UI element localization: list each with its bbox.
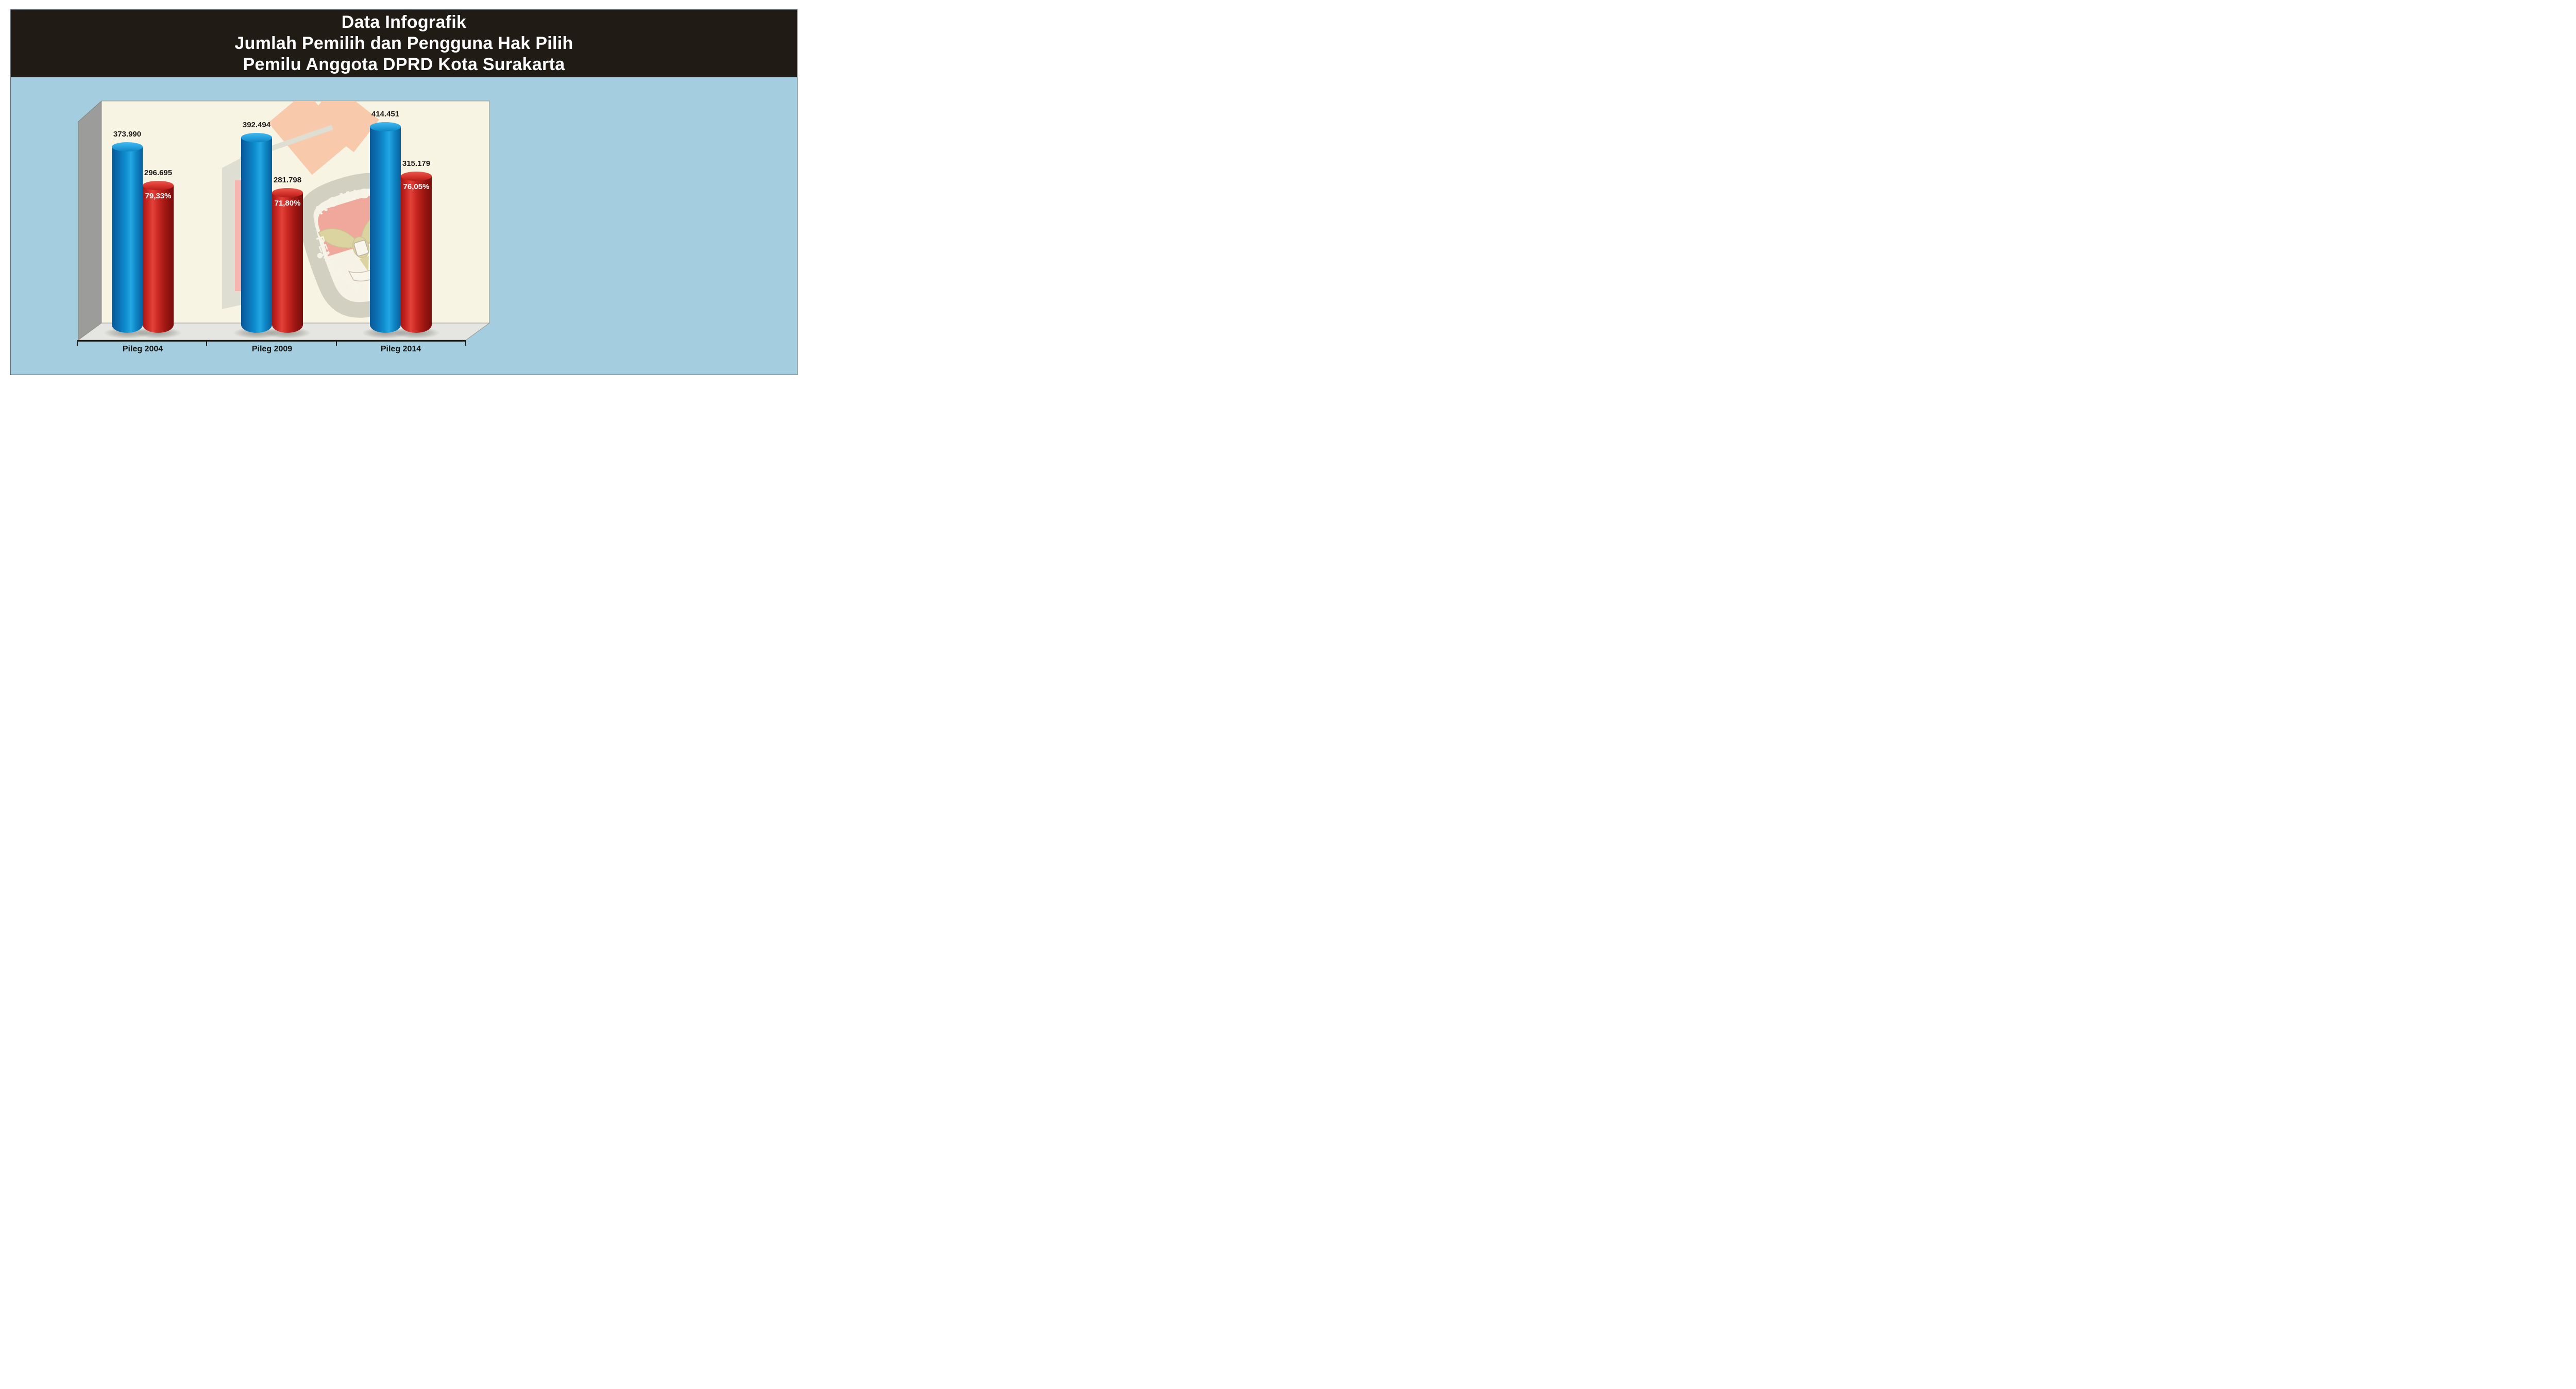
bar-jumlah-pemilih-pileg-2004	[112, 147, 143, 333]
percent-label-pengguna-hak-pilih-pileg-2014: 76,05%	[403, 182, 430, 191]
value-label-pengguna-hak-pilih-pileg-2014: 315.179	[402, 159, 431, 168]
bar-cap-pengguna-hak-pilih-pileg-2009	[272, 188, 303, 197]
percent-label-pengguna-hak-pilih-pileg-2009: 71,80%	[274, 199, 301, 208]
bar-pengguna-hak-pilih-pileg-2014	[401, 176, 432, 333]
x-axis-label-pileg-2004: Pileg 2004	[122, 345, 163, 353]
title-line-3: Pemilu Anggota DPRD Kota Surakarta	[243, 54, 565, 74]
bar-jumlah-pemilih-pileg-2009	[241, 138, 272, 333]
value-label-jumlah-pemilih-pileg-2004: 373.990	[113, 130, 142, 139]
chart-labels-layer: 373.990 392.494 414.451 296.695 79,33% 281.79…	[0, 0, 808, 385]
value-label-jumlah-pemilih-pileg-2009: 392.494	[242, 121, 271, 129]
bar-cap-jumlah-pemilih-pileg-2009	[241, 133, 272, 142]
title-line-2: Jumlah Pemilih dan Pengguna Hak Pilih	[234, 33, 573, 53]
x-axis-label-pileg-2014: Pileg 2014	[380, 345, 421, 353]
bar-cap-pengguna-hak-pilih-pileg-2004	[143, 181, 174, 190]
value-label-pengguna-hak-pilih-pileg-2004: 296.695	[144, 168, 173, 177]
bar-pengguna-hak-pilih-pileg-2004	[143, 185, 174, 333]
bar-cap-pengguna-hak-pilih-pileg-2014	[401, 172, 432, 181]
infographic-page: Data Infografik Jumlah Pemilih dan Pengg…	[0, 0, 808, 385]
percent-label-pengguna-hak-pilih-pileg-2004: 79,33%	[145, 192, 172, 200]
header-banner: Data Infografik Jumlah Pemilih dan Pengg…	[10, 9, 798, 77]
bar-cap-jumlah-pemilih-pileg-2014	[370, 122, 401, 131]
bar-pengguna-hak-pilih-pileg-2009	[272, 193, 303, 333]
bars-layer	[0, 0, 808, 385]
value-label-pengguna-hak-pilih-pileg-2009: 281.798	[273, 176, 302, 184]
bar-jumlah-pemilih-pileg-2014	[370, 127, 401, 333]
title-line-1: Data Infografik	[341, 12, 467, 32]
x-axis-label-pileg-2009: Pileg 2009	[251, 345, 293, 353]
bar-cap-jumlah-pemilih-pileg-2004	[112, 142, 143, 151]
value-label-jumlah-pemilih-pileg-2014: 414.451	[371, 110, 400, 118]
